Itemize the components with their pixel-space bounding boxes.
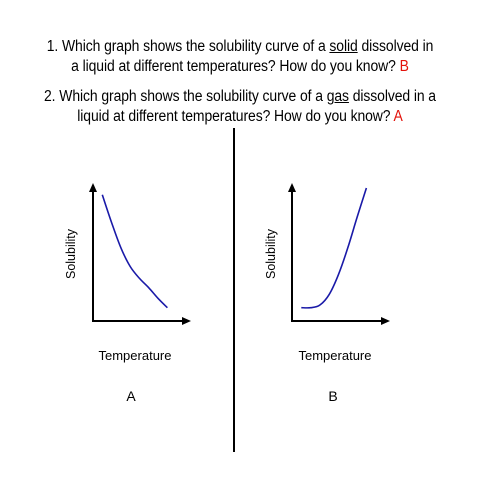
graph-b-x-axis-label: Temperature (299, 348, 372, 363)
question-1-number: 1. (46, 38, 59, 55)
question-2-line-2: liquid at different temperatures? How do… (24, 107, 456, 127)
question-1-line-1: 1. Which graph shows the solubility curv… (24, 37, 456, 57)
question-1-line-2: a liquid at different temperatures? How … (24, 57, 456, 77)
graph-a-y-axis-label: Solubility (64, 228, 78, 279)
question-2-keyword: gas (326, 88, 349, 105)
graph-b-panel-label: B (328, 388, 337, 404)
question-2-answer: A (393, 108, 403, 125)
question-1: 1. Which graph shows the solubility curv… (24, 37, 456, 77)
question-2-number: 2. (44, 88, 56, 105)
question-1-text-start: Which graph shows the solubility curve o… (61, 38, 330, 55)
graph-a-curve (101, 194, 168, 309)
question-1-text-end: dissolved in (357, 38, 434, 55)
graph-a: Solubility Temperature A (64, 183, 191, 404)
graph-a-x-axis-label: Temperature (99, 348, 172, 363)
graph-b-y-arrowhead (288, 183, 296, 192)
question-2-text-line-2: liquid at different temperatures? How do… (77, 108, 391, 125)
graph-a-x-arrowhead (182, 317, 191, 325)
question-1-keyword: solid (329, 38, 358, 55)
graph-b-y-axis-label: Solubility (264, 228, 278, 279)
question-1-answer: B (399, 58, 409, 75)
graph-a-y-arrowhead (89, 183, 97, 192)
panel-divider (233, 128, 235, 452)
question-2-text-start: Which graph shows the solubility curve o… (59, 88, 327, 105)
graph-b-curve (301, 187, 368, 309)
graph-a-panel-label: A (126, 388, 136, 404)
graph-b: Solubility Temperature B (264, 183, 390, 404)
question-1-text-line-2: a liquid at different temperatures? How … (71, 58, 396, 75)
question-2: 2. Which graph shows the solubility curv… (24, 87, 456, 127)
graph-b-x-arrowhead (381, 317, 390, 325)
question-2-text-end: dissolved in a (348, 88, 436, 105)
question-2-line-1: 2. Which graph shows the solubility curv… (24, 87, 456, 107)
